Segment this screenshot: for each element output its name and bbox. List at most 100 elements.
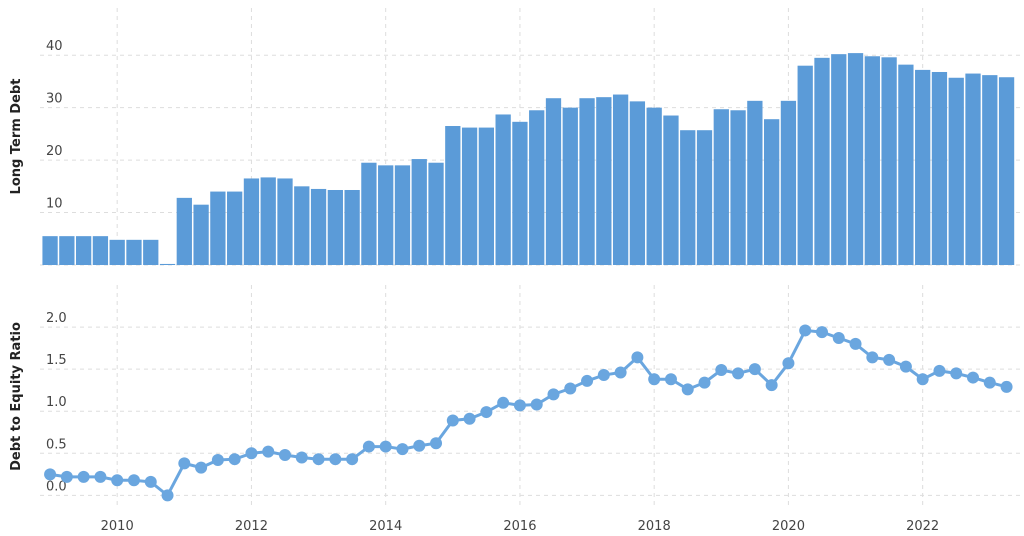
bar	[696, 130, 713, 265]
y-tick-label: 30	[46, 92, 63, 107]
bar	[277, 178, 293, 265]
bar	[495, 114, 511, 265]
y-tick-label: 2.0	[46, 311, 67, 326]
point	[262, 445, 275, 458]
point	[312, 453, 325, 466]
bar	[159, 263, 176, 265]
point	[547, 388, 560, 401]
point	[178, 457, 191, 470]
bar	[747, 100, 763, 266]
point	[329, 453, 342, 466]
bar	[713, 109, 729, 265]
point	[765, 379, 778, 392]
point	[799, 324, 812, 337]
point	[396, 443, 409, 456]
bar	[59, 236, 75, 265]
bar	[294, 186, 310, 265]
point	[94, 470, 107, 483]
point	[211, 454, 224, 467]
bar	[965, 73, 981, 266]
point	[430, 437, 443, 450]
point	[60, 470, 73, 483]
bar	[596, 97, 612, 265]
bar	[864, 56, 880, 266]
y-tick-label: 10	[46, 197, 63, 212]
bar	[109, 239, 125, 265]
y-tick-label: 20	[46, 144, 63, 159]
line	[49, 328, 1007, 498]
x-tick-label: 2014	[369, 519, 402, 534]
point	[849, 337, 862, 350]
point	[597, 369, 610, 382]
bar	[310, 188, 327, 265]
bar	[327, 189, 343, 265]
y-axis-label: Long Term Debt	[9, 79, 24, 195]
bar	[75, 236, 92, 265]
bar	[545, 98, 562, 265]
bar	[344, 189, 360, 265]
point	[144, 475, 157, 488]
bar	[394, 165, 411, 265]
point	[497, 396, 510, 409]
point	[782, 357, 795, 370]
bar	[411, 159, 427, 265]
x-tick-label: 2020	[772, 519, 805, 534]
y-tick-label: 40	[46, 39, 63, 54]
point	[883, 353, 896, 366]
point	[195, 461, 208, 474]
point	[581, 374, 594, 387]
point	[732, 367, 745, 380]
bar	[680, 130, 696, 265]
point	[127, 474, 140, 487]
bar	[428, 162, 444, 265]
point	[748, 363, 761, 376]
bar	[898, 64, 914, 265]
x-tick-label: 2010	[101, 519, 134, 534]
bar	[193, 204, 209, 265]
bar	[378, 165, 394, 265]
bar	[764, 119, 780, 265]
point	[245, 447, 258, 460]
bar	[445, 126, 461, 266]
point	[631, 351, 644, 364]
x-tick-label: 2016	[503, 519, 536, 534]
bar	[361, 162, 377, 265]
bar	[562, 107, 578, 265]
bar	[143, 239, 159, 265]
bar	[797, 65, 813, 265]
point	[463, 412, 476, 425]
point	[44, 468, 57, 481]
bar	[814, 57, 830, 265]
bar	[260, 177, 276, 265]
point	[614, 366, 627, 379]
bar	[780, 100, 797, 266]
y-tick-label: 0.5	[46, 437, 67, 452]
point	[715, 363, 728, 376]
bar	[512, 121, 528, 265]
point	[446, 414, 459, 427]
bar	[461, 127, 478, 265]
bar	[881, 57, 897, 266]
point	[346, 453, 359, 466]
point	[866, 351, 879, 364]
point	[983, 376, 996, 389]
point	[698, 376, 711, 389]
x-tick-label: 2012	[235, 519, 268, 534]
bar	[629, 101, 646, 265]
bar	[529, 110, 545, 265]
point	[681, 383, 694, 396]
point	[228, 453, 241, 466]
point	[916, 373, 929, 386]
point	[480, 406, 493, 419]
bar	[243, 178, 260, 265]
point	[648, 373, 661, 386]
point	[815, 326, 828, 339]
point	[967, 371, 980, 384]
point	[564, 382, 577, 395]
bar	[646, 107, 662, 265]
point	[111, 474, 124, 487]
point	[413, 439, 426, 452]
bar	[210, 191, 226, 265]
bar	[92, 236, 109, 265]
